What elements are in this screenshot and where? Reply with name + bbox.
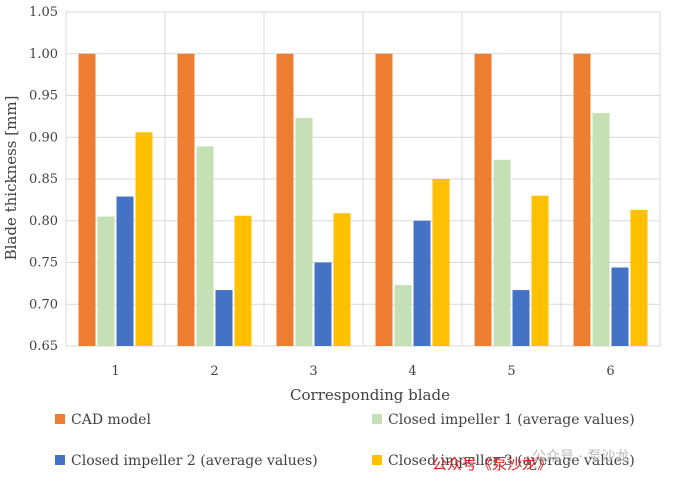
y-tick-label: 0.80 [29, 214, 58, 229]
bar-blade-5-series-4 [531, 195, 549, 346]
bar-blade-2-series-2 [196, 146, 214, 346]
bar-blade-3-series-4 [333, 213, 351, 346]
legend-swatch-series-1 [55, 414, 65, 424]
y-tick-label: 0.95 [29, 89, 58, 104]
x-tick-label: 6 [606, 364, 614, 379]
y-axis-title: Blade thickness [mm] [2, 96, 20, 261]
bar-blade-3-series-2 [295, 118, 313, 346]
x-axis-title: Corresponding blade [290, 386, 450, 404]
bars [78, 53, 648, 346]
bar-blade-1-series-2 [97, 216, 115, 346]
legend-label-series-3: Closed impeller 2 (average values) [71, 453, 318, 469]
bar-blade-5-series-2 [493, 159, 511, 346]
bar-blade-4-series-4 [432, 179, 450, 346]
bar-blade-6-series-1 [573, 53, 591, 346]
x-tick-label: 2 [210, 364, 218, 379]
y-tick-label: 1.00 [29, 47, 58, 62]
bar-blade-5-series-1 [474, 53, 492, 346]
watermark-red: 公众号《泵沙龙》 [432, 455, 552, 473]
bar-blade-6-series-2 [592, 113, 610, 346]
legend-swatch-series-4 [372, 455, 382, 465]
y-tick-label: 0.70 [29, 297, 58, 312]
y-tick-label: 0.90 [29, 130, 58, 145]
legend-label-series-1: CAD model [71, 412, 151, 428]
legend-swatch-series-3 [55, 455, 65, 465]
x-tick-labels: 1 2 3 4 5 6 [111, 364, 614, 379]
legend-label-series-4: Closed impeller 3 (average values) [388, 453, 635, 469]
y-tick-label: 1.05 [29, 5, 58, 20]
y-tick-labels: 0.65 0.70 0.75 0.80 0.85 0.90 0.95 1.00 1.05 [29, 5, 58, 354]
x-tick-label: 5 [507, 364, 515, 379]
bar-blade-1-series-1 [78, 53, 96, 346]
legend: CAD model Closed impeller 1 (average valu… [55, 412, 635, 469]
grid-lines [65, 11, 661, 347]
y-tick-label: 0.65 [29, 339, 58, 354]
x-tick-label: 1 [111, 364, 119, 379]
bar-blade-6-series-4 [630, 209, 648, 346]
legend-swatch-series-2 [372, 414, 382, 424]
bar-blade-3-series-1 [276, 53, 294, 346]
bar-blade-4-series-2 [394, 285, 412, 346]
bar-blade-2-series-1 [177, 53, 195, 346]
x-tick-label: 4 [408, 364, 416, 379]
bar-blade-5-series-3 [512, 290, 530, 346]
bar-blade-4-series-1 [375, 53, 393, 346]
bar-blade-1-series-3 [116, 196, 134, 346]
y-tick-label: 0.75 [29, 256, 58, 271]
bar-blade-3-series-3 [314, 262, 332, 346]
bar-blade-1-series-4 [135, 132, 153, 346]
bar-blade-2-series-4 [234, 215, 252, 346]
bar-blade-2-series-3 [215, 290, 233, 346]
bar-blade-6-series-3 [611, 267, 629, 346]
bar-blade-4-series-3 [413, 220, 431, 346]
legend-label-series-2: Closed impeller 1 (average values) [388, 412, 635, 428]
x-tick-label: 3 [309, 364, 317, 379]
y-tick-label: 0.85 [29, 172, 58, 187]
watermark-gray: 公众号 · 泵沙龙 [532, 449, 629, 465]
